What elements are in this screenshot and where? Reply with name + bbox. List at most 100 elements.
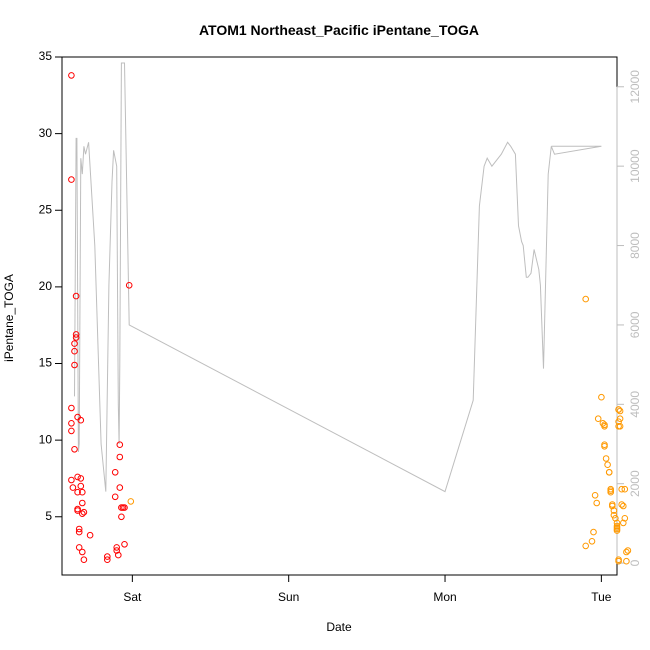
- data-point: [605, 469, 613, 476]
- data-point: [68, 176, 75, 183]
- data-point: [71, 340, 78, 347]
- data-point: [79, 510, 86, 518]
- data-point: [610, 511, 618, 519]
- data-point: [104, 556, 111, 564]
- data-point: [116, 484, 124, 491]
- data-point: [621, 515, 629, 522]
- data-point: [113, 547, 120, 554]
- data-point: [80, 556, 88, 564]
- data-point: [620, 502, 627, 510]
- y2-tick-label: 2000: [628, 470, 642, 497]
- chart-title: ATOM1 Northeast_Pacific iPentane_TOGA: [199, 22, 479, 38]
- data-point: [601, 423, 608, 430]
- data-point: [610, 507, 618, 514]
- data-point: [72, 292, 80, 300]
- data-point: [623, 557, 630, 565]
- y-tick-label: 20: [39, 279, 53, 293]
- data-point: [75, 528, 83, 536]
- data-point: [615, 406, 622, 413]
- y2-tick-label: 10000: [628, 149, 642, 183]
- y-tick-label: 35: [39, 49, 53, 63]
- data-point: [121, 541, 128, 548]
- data-point: [68, 404, 75, 412]
- data-point: [74, 473, 81, 481]
- data-point: [71, 361, 78, 369]
- points-layer: [68, 72, 632, 565]
- data-point: [121, 504, 128, 511]
- data-point: [75, 544, 83, 551]
- data-point: [72, 331, 80, 338]
- x-tick-label: Sun: [278, 590, 299, 604]
- line-series-path: [74, 62, 602, 493]
- x-tick-label: Sat: [123, 590, 142, 604]
- data-point: [616, 407, 624, 415]
- data-point: [588, 538, 596, 545]
- data-point: [593, 499, 601, 507]
- data-point: [616, 415, 624, 423]
- data-point: [116, 453, 124, 461]
- data-point: [77, 482, 85, 490]
- data-point: [116, 441, 124, 449]
- data-point: [75, 525, 83, 533]
- x-axis-label: Date: [326, 620, 352, 634]
- y-tick-label: 15: [39, 356, 53, 370]
- data-point: [582, 295, 590, 303]
- data-point: [621, 485, 629, 493]
- data-point: [72, 334, 80, 341]
- data-point: [68, 427, 75, 435]
- data-point: [618, 501, 626, 508]
- data-point: [68, 476, 75, 484]
- data-point: [590, 528, 597, 536]
- data-point: [111, 469, 119, 476]
- data-point: [111, 493, 119, 501]
- y2-tick-label: 0: [628, 559, 642, 566]
- data-point: [616, 423, 624, 430]
- data-point: [620, 519, 627, 527]
- data-point: [582, 542, 590, 550]
- y-tick-label: 10: [39, 432, 53, 446]
- y-axis: 5 10 15 20 25 30 35: [39, 49, 63, 523]
- data-point: [74, 507, 81, 514]
- y-tick-label: 25: [39, 202, 53, 216]
- data-point: [79, 548, 86, 556]
- x-tick-label: Tue: [591, 590, 612, 604]
- y-axis-right: 0 2000 4000 6000 8000 10000 12000: [616, 70, 642, 566]
- y2-tick-label: 8000: [628, 232, 642, 259]
- data-point: [80, 508, 88, 516]
- y-tick-label: 5: [45, 509, 52, 523]
- y-tick-label: 30: [39, 126, 53, 140]
- x-axis: Sat Sun Mon Tue: [123, 574, 612, 604]
- data-point: [127, 498, 135, 505]
- data-point: [607, 488, 615, 496]
- data-point: [71, 347, 78, 355]
- plot-frame: [61, 56, 618, 576]
- data-point: [609, 502, 616, 510]
- data-point: [601, 443, 608, 450]
- data-point: [594, 415, 602, 423]
- data-point: [118, 513, 125, 521]
- y2-tick-label: 12000: [628, 70, 642, 104]
- data-point: [77, 416, 85, 424]
- data-point: [598, 393, 605, 401]
- data-point: [615, 556, 622, 564]
- data-point: [74, 488, 81, 496]
- data-point: [69, 484, 77, 491]
- data-point: [115, 551, 122, 559]
- data-point: [86, 531, 94, 539]
- data-point: [612, 515, 619, 522]
- data-point: [125, 282, 133, 289]
- data-point: [604, 461, 611, 469]
- y-axis-label: iPentane_TOGA: [2, 274, 16, 362]
- data-point: [613, 527, 621, 534]
- x-tick-label: Mon: [433, 590, 456, 604]
- data-point: [77, 475, 85, 482]
- data-point: [618, 485, 626, 493]
- data-point: [79, 499, 86, 507]
- data-point: [623, 548, 630, 556]
- data-point: [71, 446, 78, 453]
- y2-tick-label: 4000: [628, 391, 642, 418]
- data-point: [68, 72, 75, 79]
- data-point: [624, 547, 632, 554]
- data-point: [79, 488, 86, 496]
